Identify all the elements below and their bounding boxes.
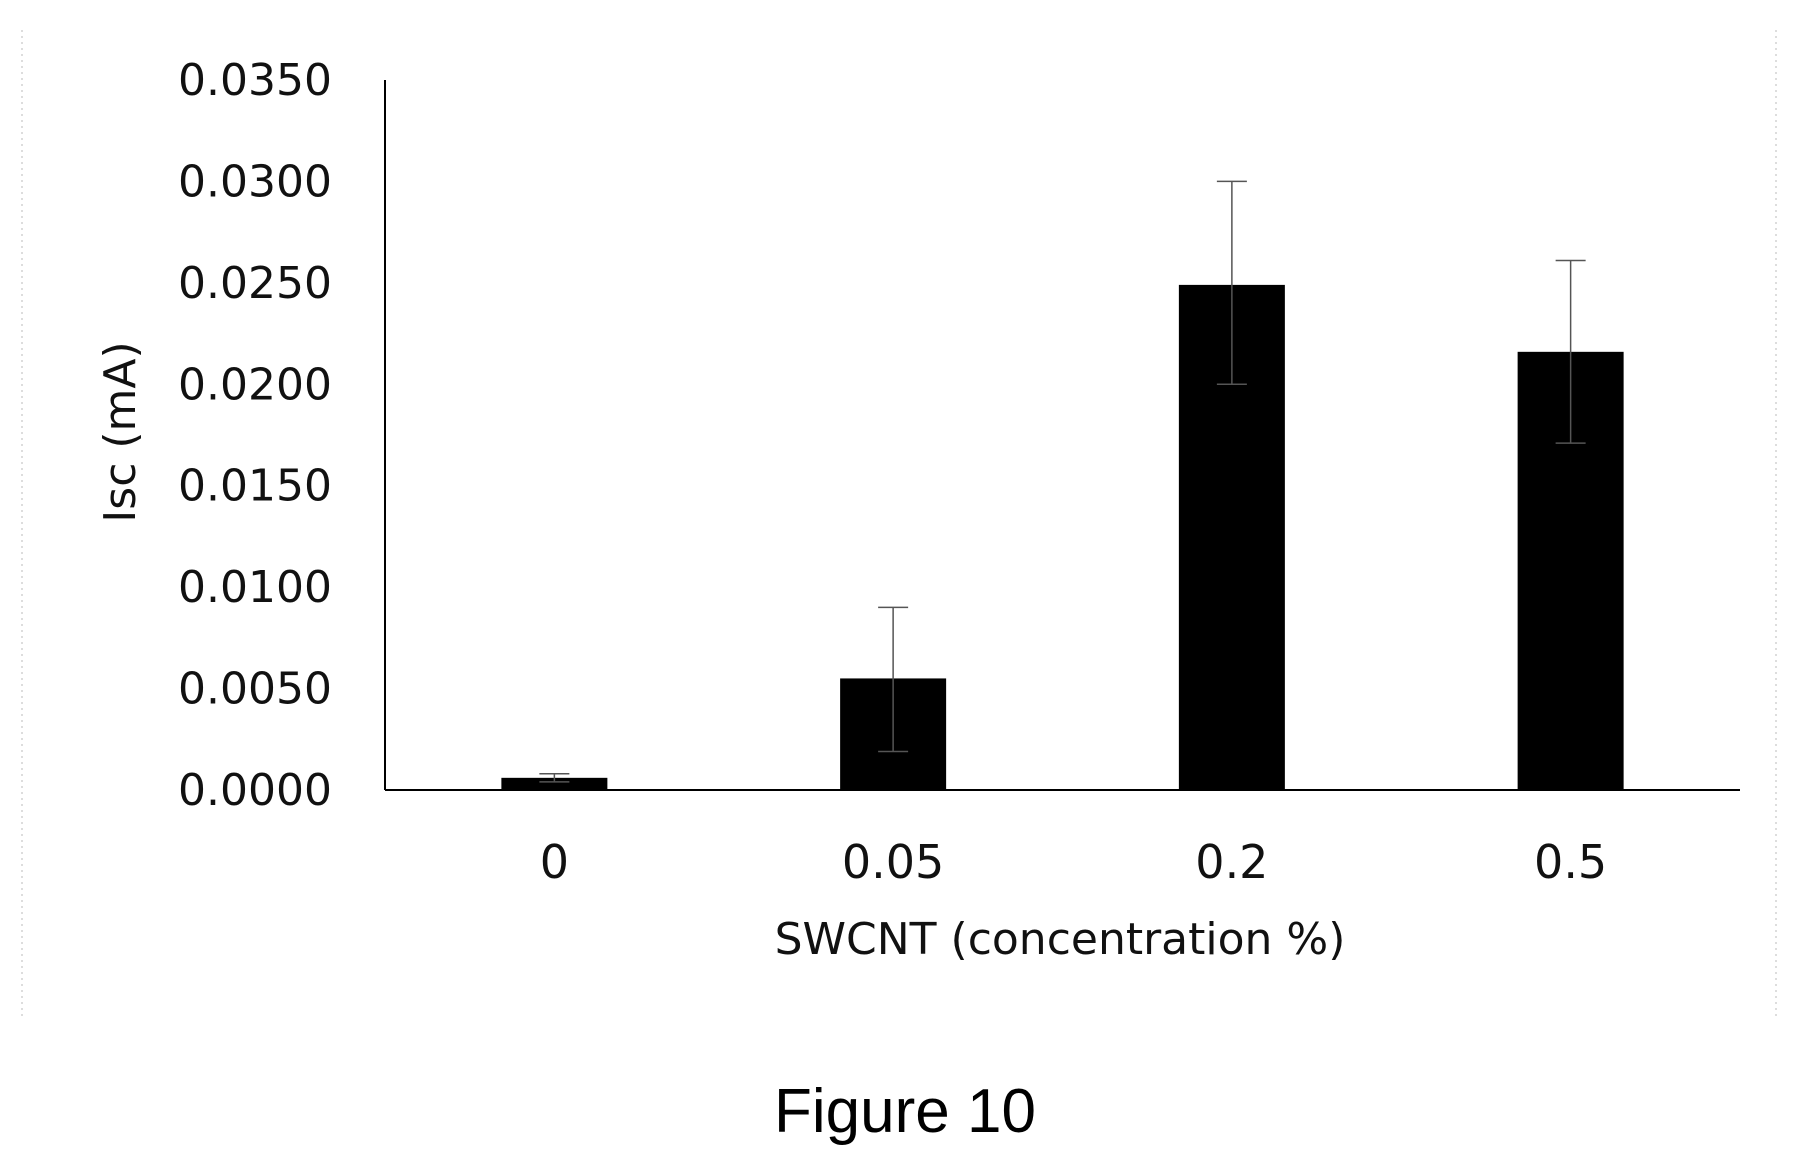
y-tick-label: 0.0000 bbox=[178, 765, 332, 816]
y-tick-label: 0.0100 bbox=[178, 562, 332, 613]
bar-0 bbox=[501, 777, 608, 790]
y-axis-title: Isc (mA) bbox=[95, 341, 146, 522]
error-bar-0 bbox=[539, 773, 570, 783]
x-axis-title: SWCNT (concentration %) bbox=[775, 914, 1346, 965]
y-tick-label: 0.0150 bbox=[178, 461, 332, 512]
y-tick-label: 0.0200 bbox=[178, 359, 332, 410]
x-tick-label: 0 bbox=[540, 835, 569, 889]
x-tick-label: 0.5 bbox=[1534, 835, 1607, 889]
x-tick-label: 0.05 bbox=[842, 835, 944, 889]
error-bar-0.05 bbox=[878, 606, 909, 753]
x-tick-label: 0.2 bbox=[1195, 835, 1268, 889]
y-tick-label: 0.0350 bbox=[178, 55, 332, 106]
y-tick-label: 0.0250 bbox=[178, 258, 332, 309]
error-bar-0.2 bbox=[1216, 180, 1247, 386]
y-axis-ticks: 0.0000 0.0050 0.0100 0.0150 0.0200 0.0250 0.03… bbox=[178, 55, 332, 816]
y-tick-label: 0.0050 bbox=[178, 664, 332, 715]
error-bar-0.5 bbox=[1555, 259, 1586, 444]
y-tick-label: 0.0300 bbox=[178, 156, 332, 207]
figure-caption: Figure 10 bbox=[774, 1077, 1036, 1146]
bars bbox=[501, 284, 1624, 790]
x-axis-ticks: 0 0.05 0.2 0.5 bbox=[540, 835, 1607, 889]
error-bars bbox=[539, 180, 1586, 783]
